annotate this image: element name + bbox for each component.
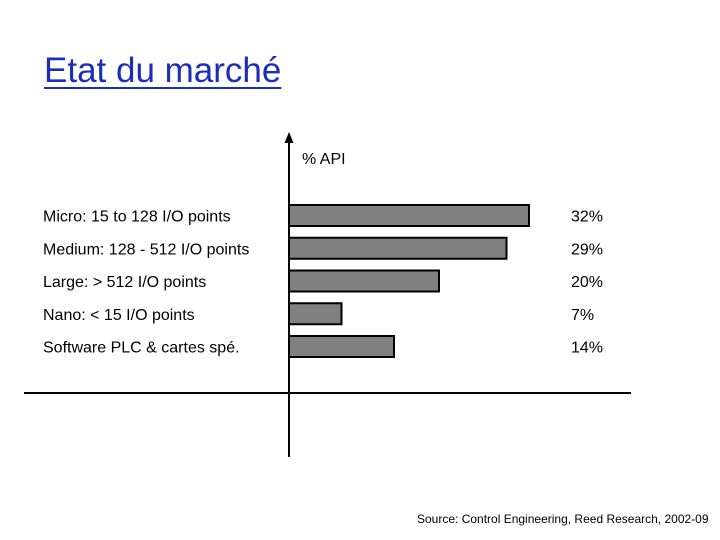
source-note: Source: Control Engineering, Reed Resear… bbox=[417, 512, 709, 526]
bar bbox=[288, 302, 343, 326]
category-label: Medium: 128 - 512 I/O points bbox=[43, 241, 249, 258]
data-label: 32% bbox=[571, 209, 603, 226]
bar bbox=[288, 269, 440, 293]
axis-label: % API bbox=[302, 151, 346, 168]
category-label: Large: > 512 I/O points bbox=[43, 274, 206, 291]
labels-layer: Micro: 15 to 128 I/O points 32% Medium: 12… bbox=[43, 209, 603, 357]
category-label: Software PLC & cartes spé. bbox=[43, 340, 240, 357]
slide-title: Etat du marché bbox=[44, 51, 282, 90]
bar bbox=[288, 236, 508, 260]
data-label: 7% bbox=[571, 307, 594, 324]
category-label: Micro: 15 to 128 I/O points bbox=[43, 209, 231, 226]
data-label: 14% bbox=[571, 340, 603, 357]
bars-layer bbox=[288, 204, 530, 358]
bar bbox=[288, 335, 395, 358]
bar bbox=[288, 204, 530, 227]
data-label: 20% bbox=[571, 274, 603, 291]
category-label: Nano: < 15 I/O points bbox=[43, 307, 195, 324]
data-label: 29% bbox=[571, 241, 603, 258]
y-axis-arrowhead bbox=[284, 132, 294, 143]
